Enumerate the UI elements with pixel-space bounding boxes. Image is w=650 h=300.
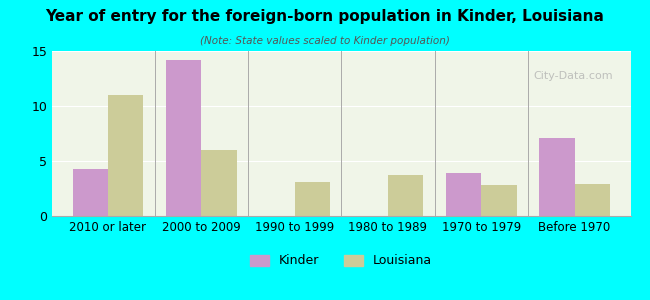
Text: (Note: State values scaled to Kinder population): (Note: State values scaled to Kinder pop… [200, 36, 450, 46]
Bar [539, 138, 575, 216]
Bar [73, 169, 108, 216]
Bar [446, 173, 481, 216]
Bar [388, 175, 423, 216]
Bar [481, 185, 517, 216]
Text: City-Data.com: City-Data.com [534, 71, 613, 81]
Bar [202, 150, 237, 216]
Bar [294, 182, 330, 216]
Bar [108, 95, 144, 216]
Bar [575, 184, 610, 216]
Text: Year of entry for the foreign-born population in Kinder, Louisiana: Year of entry for the foreign-born popul… [46, 9, 605, 24]
Bar [166, 60, 202, 216]
Legend: Kinder, Louisiana: Kinder, Louisiana [245, 249, 437, 272]
